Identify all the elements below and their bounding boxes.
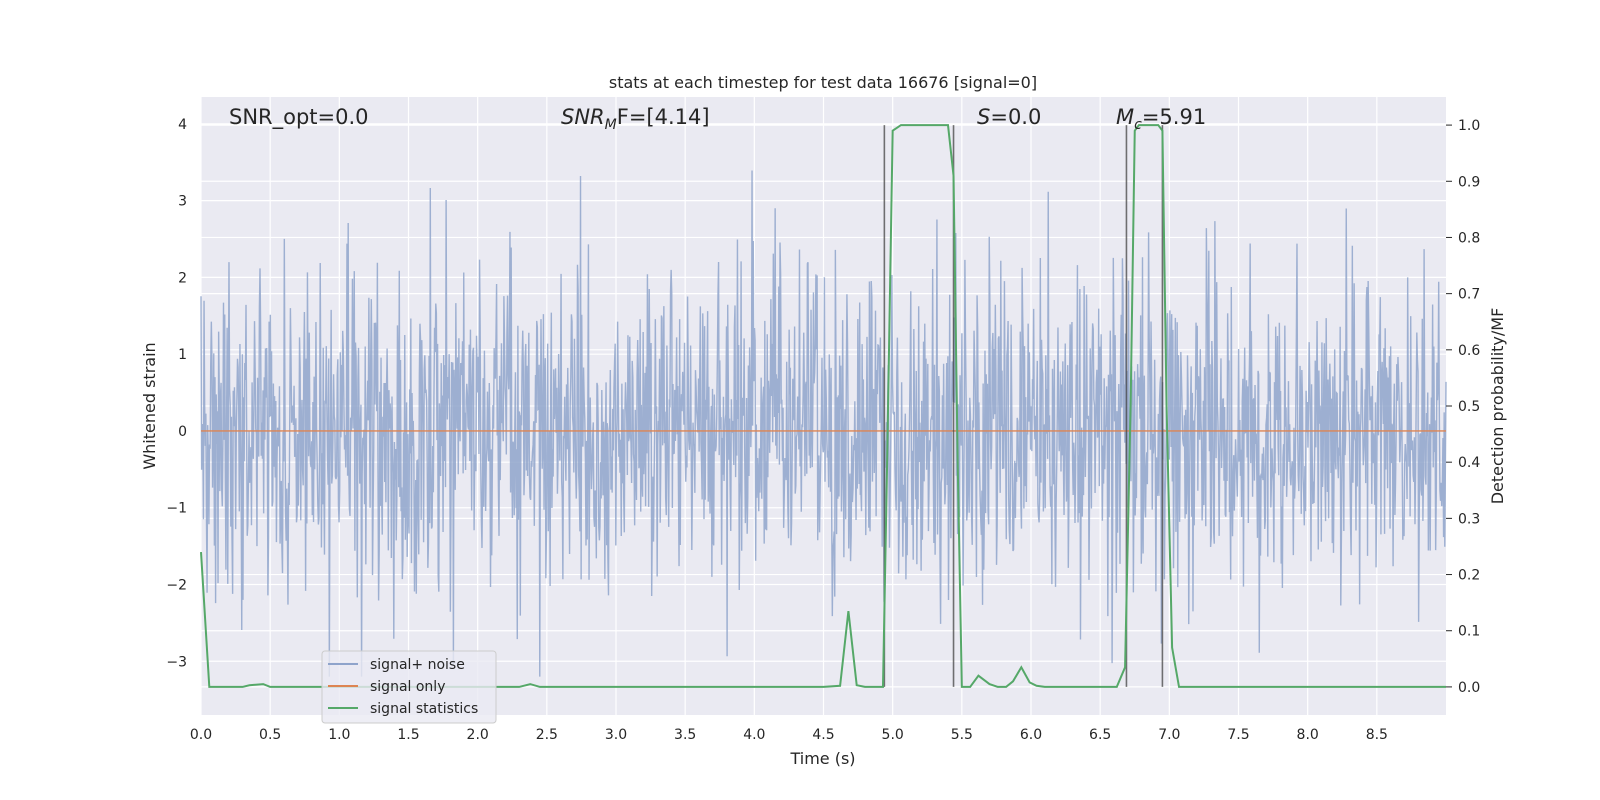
- x-tick-label: 1.5: [397, 727, 419, 743]
- x-tick-label: 4.5: [812, 727, 834, 743]
- y2-tick-label: 0.1: [1458, 624, 1480, 640]
- x-tick-label: 8.5: [1366, 727, 1388, 743]
- y2-tick-label: 0.6: [1458, 343, 1480, 359]
- x-tick-label: 8.0: [1297, 727, 1319, 743]
- x-tick-label: 2.0: [467, 727, 489, 743]
- y-tick-label: −1: [166, 501, 187, 517]
- x-tick-label: 2.5: [536, 727, 558, 743]
- annotation-snr-mf-sub: M: [605, 117, 617, 133]
- annotation-snr-opt: SNR_opt=0.0: [229, 105, 369, 130]
- annotation-snr-mf: SNRMF=[4.14]: [561, 105, 710, 133]
- series-signal-plus-noise: [200, 170, 1447, 677]
- legend-label-signal-statistics: signal statistics: [370, 701, 478, 717]
- legend: signal+ noise signal only signal statist…: [321, 650, 497, 724]
- y2-tick-label: 0.9: [1458, 174, 1480, 190]
- x-tick-label: 0.5: [259, 727, 281, 743]
- x-tick-label: 0.0: [190, 727, 212, 743]
- legend-label-signal-only: signal only: [370, 679, 445, 695]
- axis-ticks: 0.0 0.5 1.0 1.5 2.0 2.5 3.0 3.5 4.0 4.5 5.0 5.5 6.0 6…: [166, 117, 1480, 743]
- y-tick-label: 3: [178, 194, 187, 210]
- x-tick-label: 1.0: [328, 727, 350, 743]
- signal-plus-noise-line: [200, 170, 1447, 677]
- x-tick-label: 5.0: [882, 727, 904, 743]
- y-tick-label: 0: [178, 424, 187, 440]
- y2-tick-label: 0.7: [1458, 287, 1480, 303]
- x-tick-label: 6.0: [1020, 727, 1042, 743]
- y2-tick-label: 0.3: [1458, 511, 1480, 527]
- annotation-snr-mf-label: SNR: [561, 105, 605, 129]
- annotation-snr-mf-tail: F=[4.14]: [617, 105, 710, 129]
- y2-tick-label: 0.2: [1458, 568, 1480, 584]
- y2-tick-label: 0.0: [1458, 680, 1480, 696]
- annotation-s: S=0.0: [977, 105, 1041, 129]
- x-tick-label: 6.5: [1089, 727, 1111, 743]
- annotation-mc: Mc=5.91: [1116, 105, 1206, 133]
- x-tick-label: 7.0: [1158, 727, 1180, 743]
- legend-box: [321, 650, 497, 724]
- y-tick-label: 4: [178, 117, 187, 133]
- y-tick-label: −3: [166, 654, 187, 670]
- x-tick-label: 7.5: [1227, 727, 1249, 743]
- y2-axis-label: Detection probability/MF: [1488, 308, 1507, 505]
- x-tick-label: 3.5: [674, 727, 696, 743]
- annotation-mc-sub: c: [1134, 117, 1142, 133]
- y2-tick-label: 1.0: [1458, 118, 1480, 134]
- legend-label-signal-plus-noise: signal+ noise: [370, 657, 465, 673]
- y2-tick-label: 0.4: [1458, 455, 1480, 471]
- y-tick-label: 2: [178, 270, 187, 286]
- annotation-mc-tail: =5.91: [1142, 105, 1206, 129]
- y2-tick-label: 0.8: [1458, 230, 1480, 246]
- annotation-s-tail: =0.0: [990, 105, 1041, 129]
- x-axis-label: Time (s): [789, 749, 855, 768]
- y-tick-label: −2: [166, 577, 187, 593]
- x-tick-label: 3.0: [605, 727, 627, 743]
- annotation-mc-label: M: [1116, 105, 1134, 129]
- y-tick-label: 1: [178, 347, 187, 363]
- annotation-s-label: S: [977, 105, 990, 129]
- y-axis-label: Whitened strain: [140, 342, 159, 469]
- y2-tick-label: 0.5: [1458, 399, 1480, 415]
- x-tick-label: 4.0: [743, 727, 765, 743]
- x-tick-label: 5.5: [951, 727, 973, 743]
- chart-title: stats at each timestep for test data 166…: [609, 73, 1037, 92]
